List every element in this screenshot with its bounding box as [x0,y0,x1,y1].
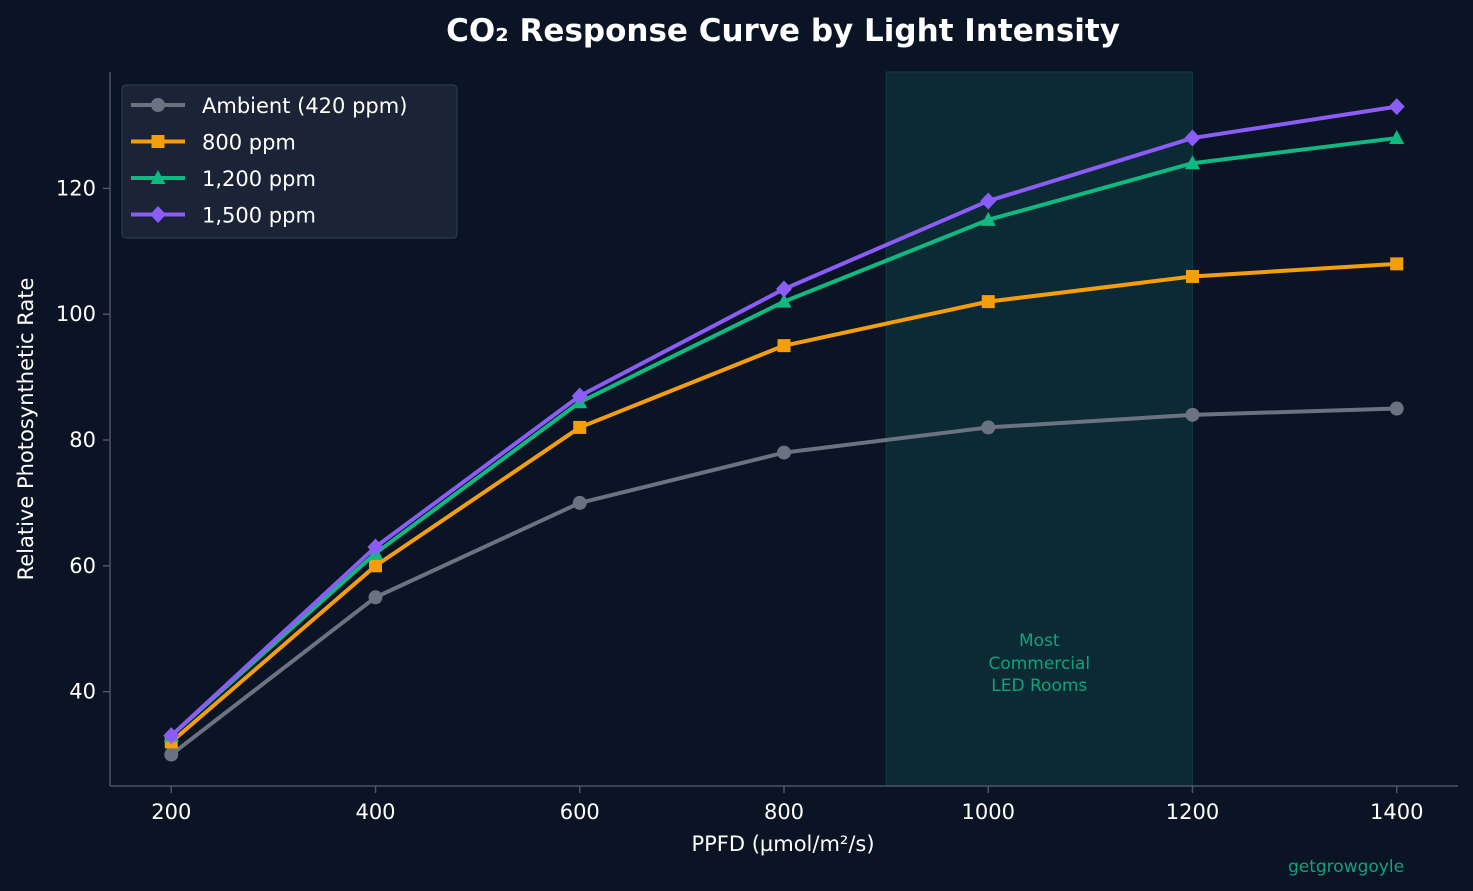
data-point [776,280,792,298]
data-point [163,727,180,745]
y-tick-label: 40 [69,680,96,704]
data-point [1390,257,1404,271]
x-axis-label: PPFD (µmol/m²/s) [691,832,874,856]
legend-swatch-marker [150,206,166,223]
highlight-band-label-line: Most [1019,631,1060,651]
x-tick-label: 1200 [1166,800,1219,824]
legend-label: 800 ppm [202,131,296,155]
legend-label: 1,500 ppm [202,204,316,228]
data-point [367,538,384,556]
data-point [1389,130,1405,145]
data-point [980,211,996,226]
legend-label: 1,200 ppm [202,167,316,191]
y-tick-label: 60 [69,554,96,578]
series-group [164,257,1404,749]
watermark: getgrowgoyle [1288,857,1404,877]
data-point [981,295,995,309]
y-tick-label: 120 [56,176,96,200]
x-tick-label: 400 [355,800,395,824]
x-tick-label: 200 [151,800,191,824]
y-tick-label: 100 [56,302,96,326]
series-group [164,401,1404,762]
data-point [1185,407,1200,422]
axes: 200 400 600 800 1000 1200 1400 40 60 80 100 120 [56,72,1458,824]
y-axis-label: Relative Photosynthetic Rate [14,278,38,581]
data-point [1184,155,1200,170]
data-point [981,420,996,435]
data-point [1184,129,1201,147]
x-tick-label: 1400 [1370,800,1423,824]
x-tick-label: 1000 [962,800,1015,824]
legend: Ambient (420 ppm) 800 ppm 1,200 ppm 1,500 p… [121,84,458,239]
data-point [571,387,588,405]
data-point [777,445,791,460]
legend-swatch-marker [151,98,165,112]
data-point [1388,98,1405,116]
y-tick-label: 80 [69,428,96,452]
data-point [777,339,791,353]
data-point [980,192,997,210]
series-layer [163,98,1405,762]
series-line [169,261,1399,744]
x-tick-label: 600 [560,800,600,824]
highlight-band-label-line: Commercial [988,654,1090,674]
legend-box [121,84,458,239]
data-point [369,559,383,573]
x-tick-label: 800 [764,800,804,824]
highlight-band-group: Most Commercial LED Rooms [885,71,1193,787]
legend-swatch-marker [151,135,165,148]
highlight-band-label-line: LED Rooms [991,676,1087,696]
legend-label: Ambient (420 ppm) [202,94,407,118]
series-group [163,98,1405,745]
data-point [572,495,587,510]
data-point [573,420,587,434]
legend-swatch-marker [150,170,166,184]
chart-title: CO₂ Response Curve by Light Intensity [446,13,1120,49]
data-point [1185,269,1199,283]
data-point [164,747,179,762]
data-point [1389,401,1404,416]
data-point [368,590,383,605]
highlight-band [885,71,1193,787]
data-point [776,293,792,308]
